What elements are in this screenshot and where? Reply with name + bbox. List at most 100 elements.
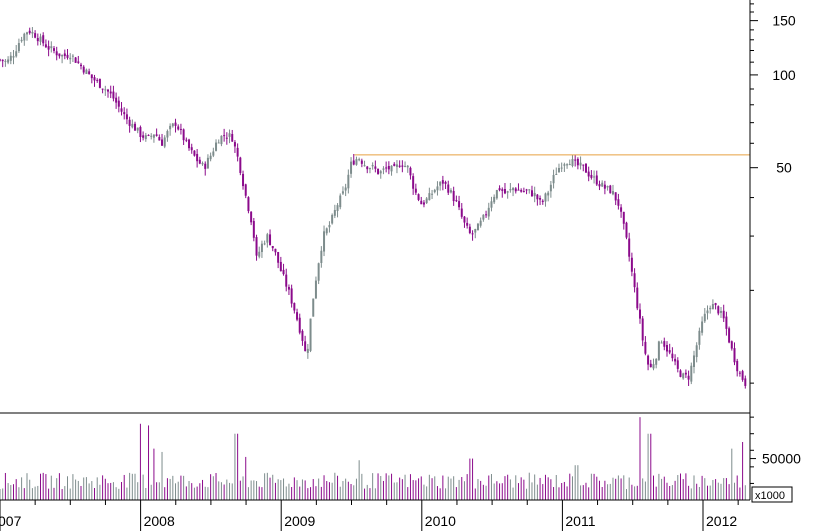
candle [34, 30, 37, 39]
candle [479, 217, 482, 228]
candle [296, 308, 299, 322]
candle [9, 52, 12, 65]
candle [441, 175, 444, 191]
candle [638, 303, 641, 324]
time-tick-label: 2009 [284, 513, 315, 529]
candle [679, 369, 682, 378]
volume-unit-label: x1000 [755, 490, 785, 502]
candle [625, 221, 628, 240]
candle [277, 251, 280, 269]
candle [225, 132, 228, 145]
candle [206, 154, 209, 169]
candle [676, 357, 679, 373]
candle [541, 199, 544, 205]
candle [71, 54, 74, 62]
candle [401, 160, 404, 173]
candle [698, 327, 701, 350]
candle [733, 342, 736, 366]
candle [452, 186, 455, 206]
candle [398, 160, 401, 168]
candle [341, 186, 344, 195]
candle [298, 313, 301, 335]
candle [304, 335, 307, 352]
candle [39, 33, 42, 46]
candle [107, 88, 110, 98]
price-candles [0, 27, 747, 389]
candle [271, 245, 274, 252]
candle [285, 268, 288, 292]
candle [549, 181, 552, 198]
candle [58, 53, 61, 59]
candle [474, 228, 477, 239]
candle [509, 183, 512, 193]
candle [228, 129, 231, 144]
candle [125, 108, 128, 125]
candle [490, 196, 493, 212]
candle [682, 372, 685, 380]
candle [560, 162, 563, 173]
candle [209, 152, 212, 162]
price-tick-label: 50 [776, 160, 792, 176]
candle [728, 326, 731, 344]
candle [215, 139, 218, 152]
candle [466, 217, 469, 229]
candle [260, 240, 263, 258]
candle [655, 358, 658, 369]
candle [436, 181, 439, 196]
candle [77, 55, 80, 64]
candle [233, 140, 236, 153]
candle [274, 248, 277, 256]
candle [128, 116, 131, 133]
candle [223, 128, 226, 142]
candle [468, 223, 471, 235]
candle [301, 329, 304, 346]
candle [250, 211, 253, 226]
candle [533, 186, 536, 203]
candle [544, 192, 547, 207]
candle [695, 342, 698, 363]
candle [719, 307, 722, 318]
candle [31, 27, 34, 38]
candle [182, 128, 185, 146]
candle [563, 162, 566, 172]
candle [517, 183, 520, 191]
candle [730, 340, 733, 351]
candle [204, 161, 207, 176]
candle [4, 58, 7, 67]
candle [193, 150, 196, 157]
candle [350, 157, 353, 178]
candle [725, 311, 728, 336]
candle [433, 188, 436, 194]
candle [709, 305, 712, 314]
time-tick-label: 2010 [425, 513, 456, 529]
candle [147, 134, 150, 137]
candle [44, 39, 47, 49]
candle [738, 370, 741, 377]
candle [152, 134, 155, 143]
candle [336, 203, 339, 218]
candle [317, 262, 320, 285]
candle [306, 343, 309, 359]
candle [139, 125, 142, 143]
candle [174, 118, 177, 133]
candle [28, 27, 31, 35]
candle [660, 340, 663, 344]
candle [252, 217, 255, 242]
candle [690, 362, 693, 385]
candle [711, 299, 714, 310]
candle [0, 58, 1, 62]
candle [393, 162, 396, 167]
candle [449, 188, 452, 194]
candle [85, 68, 88, 74]
candle [333, 204, 336, 219]
candle [485, 210, 488, 218]
candle [366, 165, 369, 174]
candle [368, 167, 371, 174]
candle [155, 128, 158, 137]
candle [458, 195, 461, 211]
candle [628, 232, 631, 262]
candle [220, 135, 223, 147]
candle [495, 189, 498, 200]
candle [512, 187, 515, 197]
candle [331, 213, 334, 225]
